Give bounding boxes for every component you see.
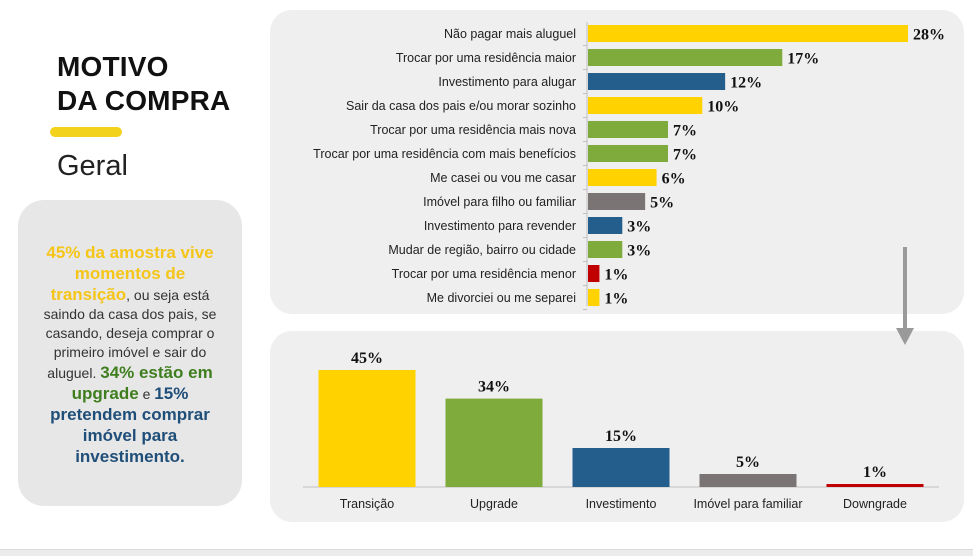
groups-value-label: 34% — [478, 379, 510, 396]
groups-value-label: 45% — [351, 350, 383, 367]
reasons-category-label: Imóvel para filho ou familiar — [423, 195, 576, 209]
summary-box — [18, 200, 242, 506]
groups-bar-chart: 45% Transição 34% Upgrade 15% Investimento 5% I… — [303, 350, 939, 511]
summary-investment-highlight: 15% pretendem comprar imóvel para invest… — [50, 384, 210, 466]
groups-category-label: Investimento — [586, 497, 657, 511]
reasons-value-label: 12% — [730, 75, 762, 92]
groups-bar — [572, 448, 670, 487]
footer-divider — [0, 549, 973, 556]
groups-value-label: 5% — [736, 454, 760, 471]
summary-transition-detail: , ou seja está saindo da casa dos pais, … — [43, 287, 217, 381]
reasons-bar — [588, 169, 657, 186]
groups-bar — [318, 370, 416, 487]
reasons-value-label: 10% — [707, 99, 739, 116]
reasons-bar — [588, 265, 600, 282]
reasons-bar — [588, 145, 668, 162]
reasons-bar — [588, 97, 703, 114]
reasons-value-label: 3% — [627, 219, 651, 236]
summary-connector: e — [138, 386, 155, 402]
reasons-value-label: 3% — [627, 243, 651, 260]
page-title: MOTIVO DA COMPRA — [57, 50, 230, 118]
reasons-value-label: 1% — [604, 291, 628, 308]
summary-text: 45% da amostra vive momentos de transiçã… — [36, 242, 224, 467]
reasons-value-label: 28% — [913, 27, 945, 44]
reasons-category-label: Não pagar mais aluguel — [444, 27, 576, 41]
reasons-bar — [588, 217, 623, 234]
groups-category-label: Downgrade — [843, 497, 907, 511]
reasons-category-label: Me casei ou vou me casar — [430, 171, 576, 185]
reasons-bar — [588, 241, 623, 258]
reasons-bar — [588, 121, 668, 138]
reasons-category-label: Investimento para revender — [424, 219, 576, 233]
reasons-category-label: Mudar de região, bairro ou cidade — [388, 243, 576, 257]
groups-category-label: Upgrade — [470, 497, 518, 511]
groups-value-label: 1% — [863, 464, 887, 481]
summary-upgrade-highlight: 34% estão em upgrade — [71, 363, 213, 403]
reasons-bar — [588, 289, 600, 306]
groups-bar — [445, 398, 543, 487]
title-line-2: DA COMPRA — [57, 85, 231, 116]
title-line-1: MOTIVO — [57, 51, 169, 82]
reasons-value-label: 5% — [650, 195, 674, 212]
reasons-category-label: Trocar por uma residência menor — [392, 267, 576, 281]
summary-transition-highlight: 45% da amostra vive momentos de transiçã… — [46, 243, 214, 304]
reasons-category-label: Trocar por uma residência com mais benef… — [313, 147, 576, 161]
reasons-value-label: 17% — [787, 51, 819, 68]
groups-category-label: Transição — [340, 497, 394, 511]
reasons-category-label: Investimento para alugar — [438, 75, 576, 89]
reasons-category-label: Me divorciei ou me separei — [427, 291, 576, 305]
reasons-value-label: 1% — [604, 267, 628, 284]
reasons-value-label: 6% — [662, 171, 686, 188]
reasons-value-label: 7% — [673, 147, 697, 164]
reasons-bar-chart: Não pagar mais aluguel 28% Trocar por uma … — [313, 22, 945, 310]
groups-bar — [826, 484, 924, 487]
title-accent-bar — [50, 127, 122, 137]
reasons-bar — [588, 49, 783, 66]
down-arrow-icon — [896, 247, 914, 345]
reasons-category-label: Sair da casa dos pais e/ou morar sozinho — [346, 99, 576, 113]
reasons-category-label: Trocar por uma residência maior — [396, 51, 576, 65]
page-subtitle: Geral — [57, 150, 128, 182]
reasons-value-label: 7% — [673, 123, 697, 140]
reasons-category-label: Trocar por uma residência mais nova — [370, 123, 576, 137]
groups-value-label: 15% — [605, 428, 637, 445]
reasons-bar — [588, 193, 646, 210]
groups-bar — [699, 474, 797, 487]
reasons-bar — [588, 25, 908, 42]
reasons-bar — [588, 73, 726, 90]
groups-category-label: Imóvel para familiar — [693, 497, 802, 511]
